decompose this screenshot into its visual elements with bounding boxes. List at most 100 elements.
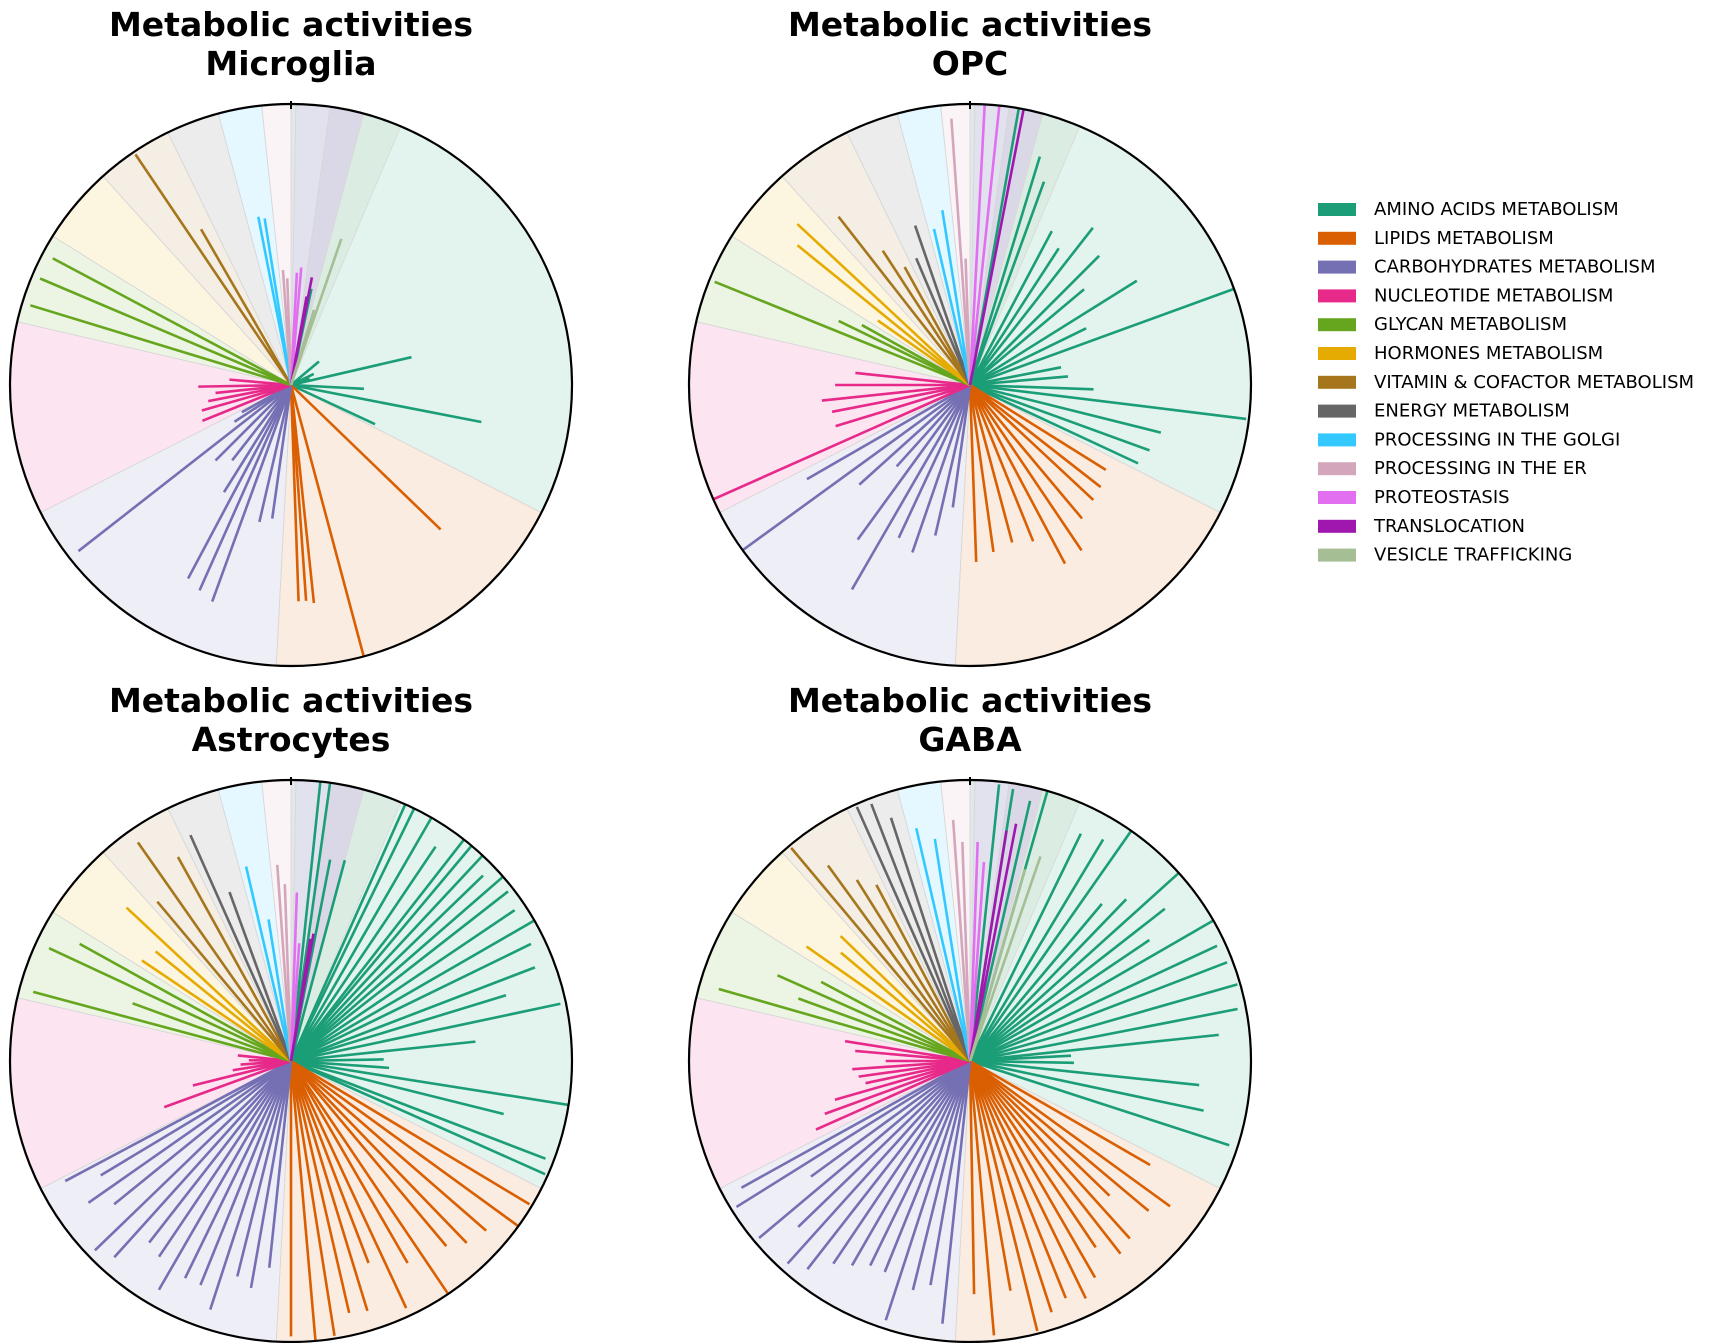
- bar-1-14: [968, 1060, 976, 1295]
- bar-7-1: [228, 891, 293, 1062]
- legend-item: TRANSLOCATION: [1318, 516, 1525, 537]
- bar-3-1: [824, 1059, 971, 1116]
- bar-2-11: [113, 1059, 292, 1206]
- bar-2-9: [806, 383, 971, 481]
- bar-2-4: [186, 384, 293, 580]
- bar-2-0: [951, 384, 972, 508]
- bar-4-2: [48, 947, 292, 1063]
- bar-0-17: [969, 1033, 1219, 1063]
- panel-title-line2: Microglia: [205, 44, 376, 83]
- bar-12-0: [968, 868, 1027, 1062]
- bar-0-4: [968, 247, 1060, 386]
- bar-1-3: [969, 1060, 1111, 1197]
- bar-0-7: [969, 288, 1085, 386]
- legend-label: ENERGY METABOLISM: [1374, 401, 1570, 422]
- bar-8-1: [267, 919, 293, 1062]
- bar-0-19: [969, 1059, 1074, 1065]
- bar-2-1: [258, 384, 293, 523]
- bar-0-2: [968, 181, 1046, 386]
- bar-0-6: [289, 817, 433, 1062]
- legend-item: PROCESSING IN THE GOLGI: [1318, 429, 1620, 450]
- bar-1-7: [968, 384, 1014, 543]
- bar-3-5: [237, 1054, 292, 1063]
- bar-2-6: [895, 384, 971, 468]
- bar-1-0: [290, 384, 442, 531]
- bar-4-1: [39, 277, 292, 387]
- bar-1-1: [289, 384, 365, 657]
- bar-4-0: [714, 280, 971, 387]
- bar-8-1: [941, 209, 972, 386]
- bar-2-1: [929, 1060, 972, 1286]
- bar-2-1: [249, 1060, 293, 1289]
- bar-3-1: [835, 383, 971, 428]
- bar-2-5: [869, 1060, 972, 1267]
- bars: [712, 104, 1247, 591]
- bar-3-4: [858, 1059, 971, 1078]
- bar-2-9: [113, 1060, 292, 1259]
- bar-1-9: [968, 1060, 1067, 1299]
- bar-0-11: [969, 366, 1062, 387]
- bar-0-6: [968, 830, 1133, 1062]
- bar-0-5: [968, 226, 1094, 386]
- bar-2-2: [210, 384, 293, 602]
- bar-5-2: [796, 223, 971, 386]
- bar-1-11: [968, 1060, 1039, 1332]
- bar-0-23: [290, 1059, 569, 1107]
- bar-2-6: [157, 1060, 293, 1291]
- bar-3-0: [201, 383, 292, 422]
- legend-swatch: [1318, 433, 1356, 447]
- bar-7-0: [189, 834, 293, 1062]
- bar-1-10: [968, 1060, 1053, 1313]
- legend-item: NUCLEOTIDE METABOLISM: [1318, 285, 1613, 306]
- panel-title-line1: Metabolic activities: [788, 681, 1152, 720]
- bar-0-0: [290, 383, 482, 424]
- bar-4-0: [29, 304, 292, 387]
- bar-0-15: [290, 919, 535, 1063]
- bar-6-3: [875, 884, 972, 1062]
- legend-item: VESICLE TRAFFICKING: [1318, 545, 1572, 566]
- bars: [32, 781, 569, 1342]
- bar-1-13: [968, 1060, 996, 1336]
- bar-1-11: [289, 1060, 336, 1336]
- bar-2-6: [850, 1060, 972, 1267]
- bar-1-8: [968, 1060, 1087, 1299]
- bar-0-10: [969, 287, 1235, 387]
- legend-swatch: [1318, 260, 1356, 274]
- bar-1-1: [290, 1059, 520, 1228]
- bar-6-0: [790, 847, 971, 1062]
- bar-0-16: [969, 383, 1151, 452]
- bar-0-0: [968, 784, 1001, 1062]
- bar-6-0: [134, 153, 293, 386]
- legend-label: AMINO ACIDS METABOLISM: [1374, 199, 1619, 220]
- bar-2-11: [758, 1060, 971, 1240]
- bar-3-4: [198, 383, 292, 388]
- bar-0-15: [969, 383, 1162, 434]
- bar-1-12: [289, 1060, 317, 1342]
- bar-0-0: [289, 781, 322, 1062]
- bar-6-2: [855, 879, 972, 1062]
- bar-2-3: [198, 384, 293, 591]
- bar-2-13: [100, 1059, 292, 1177]
- bar-1-4: [969, 1060, 1131, 1240]
- bar-0-9: [969, 872, 1180, 1062]
- bar-0-8: [969, 898, 1128, 1062]
- radial-chart-microglia: Metabolic activities Microglia: [8, 5, 574, 668]
- legend-item: HORMONES METABOLISM: [1318, 343, 1603, 364]
- bar-1-8: [289, 1060, 370, 1264]
- bar-1-0: [969, 1059, 1151, 1167]
- bar-4-0: [32, 990, 292, 1063]
- bar-12-1: [289, 238, 343, 386]
- legend-label: PROCESSING IN THE ER: [1374, 458, 1587, 479]
- bar-2-10: [797, 1060, 971, 1228]
- bar-2-8: [741, 383, 971, 552]
- bar-1-3: [290, 1060, 468, 1244]
- bar-9-0: [950, 118, 972, 386]
- bar-0-5: [290, 360, 320, 386]
- bar-10-1: [289, 943, 301, 1062]
- bar-0-20: [969, 1059, 1200, 1087]
- bar-2-4: [850, 384, 972, 591]
- bar-0-22: [969, 1059, 1230, 1147]
- bar-2-8: [806, 1060, 972, 1270]
- bar-5-0: [877, 319, 971, 387]
- legend-swatch: [1318, 375, 1356, 389]
